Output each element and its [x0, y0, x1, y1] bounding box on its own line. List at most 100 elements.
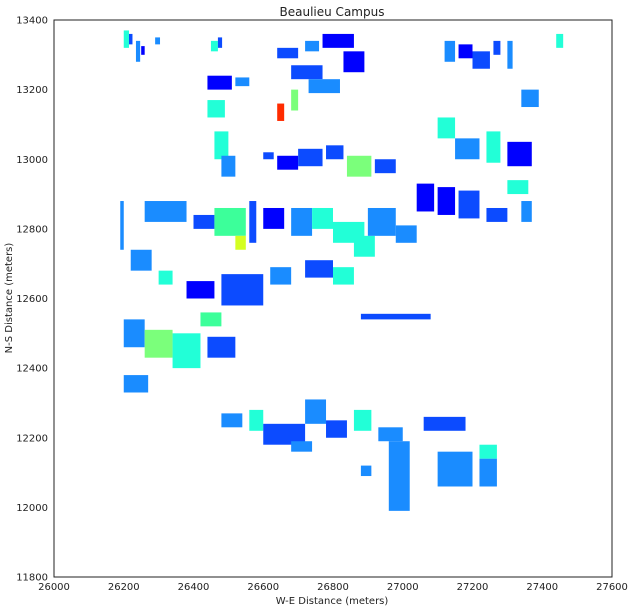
building-25 — [214, 131, 229, 160]
building-39 — [120, 201, 124, 250]
y-tick-label: 12800 — [16, 224, 48, 235]
x-tick-label: 27400 — [526, 582, 558, 593]
x-tick-label: 26200 — [108, 582, 140, 593]
building-11 — [343, 51, 365, 73]
building-67 — [172, 333, 201, 369]
building-74 — [305, 399, 327, 424]
building-60 — [221, 274, 264, 306]
building-23 — [235, 77, 250, 87]
y-tick-label: 13200 — [16, 85, 48, 96]
building-63 — [333, 267, 354, 285]
building-2 — [128, 33, 133, 45]
building-82 — [479, 458, 497, 487]
building-5 — [155, 37, 161, 45]
building-65 — [123, 319, 145, 348]
building-59 — [186, 281, 215, 299]
building-28 — [277, 155, 299, 170]
building-46 — [291, 207, 313, 236]
building-34 — [455, 138, 480, 160]
y-tick-label: 13000 — [16, 155, 48, 166]
y-axis-label: N-S Distance (meters) — [4, 243, 15, 354]
building-54 — [458, 190, 480, 219]
building-55 — [486, 207, 508, 222]
building-84 — [423, 416, 466, 431]
building-24 — [207, 100, 225, 118]
building-44 — [249, 201, 257, 243]
building-32 — [374, 159, 396, 174]
building-3 — [135, 40, 141, 62]
building-58 — [158, 270, 173, 285]
building-21 — [556, 33, 564, 48]
y-tick-label: 12400 — [16, 364, 48, 375]
building-33 — [437, 117, 456, 139]
x-tick-label: 26400 — [178, 582, 210, 593]
building-35 — [486, 131, 501, 163]
building-36 — [507, 141, 532, 167]
building-8 — [277, 47, 299, 59]
y-tick-labels: 11800 12000 12200 12400 12600 12800 13000 13200… — [16, 16, 48, 584]
building-69 — [207, 336, 236, 358]
building-47 — [312, 207, 333, 229]
building-30 — [326, 145, 344, 160]
building-62 — [305, 260, 333, 278]
x-tick-label: 27000 — [387, 582, 419, 593]
building-40 — [144, 201, 187, 222]
plot-area — [53, 19, 613, 578]
x-tick-label: 26800 — [317, 582, 349, 593]
building-41 — [193, 214, 215, 229]
building-77 — [353, 409, 372, 431]
building-22 — [207, 75, 232, 90]
x-tick-label: 26000 — [38, 582, 70, 593]
x-tick-label: 26600 — [247, 582, 279, 593]
building-12 — [291, 65, 323, 80]
building-76 — [326, 420, 347, 438]
building-78 — [378, 427, 403, 442]
building-70 — [123, 375, 149, 393]
building-29 — [298, 148, 323, 167]
y-tick-label: 12200 — [16, 433, 48, 444]
x-tick-labels: 26000 26200 26400 26600 26800 27000 27200 27400… — [38, 582, 628, 593]
x-tick-label: 27600 — [596, 582, 628, 593]
building-73 — [263, 423, 306, 445]
building-26 — [221, 155, 236, 177]
building-13 — [291, 89, 299, 111]
building-17 — [458, 44, 473, 59]
building-18 — [472, 51, 490, 69]
building-72 — [249, 409, 264, 431]
building-6 — [210, 40, 218, 52]
building-45 — [263, 207, 285, 229]
building-42 — [214, 207, 246, 236]
building-53 — [437, 187, 456, 215]
building-57 — [130, 249, 152, 271]
building-9 — [305, 40, 320, 52]
building-14 — [308, 79, 340, 94]
building-15 — [277, 103, 285, 121]
building-83 — [479, 444, 497, 459]
building-38 — [521, 89, 539, 108]
building-7 — [217, 37, 223, 48]
building-49 — [353, 235, 375, 257]
building-56 — [521, 201, 532, 222]
building-20 — [507, 40, 513, 69]
x-tick-label: 27200 — [457, 582, 489, 593]
building-79 — [360, 465, 372, 477]
building-19 — [493, 40, 501, 55]
y-tick-label: 12600 — [16, 294, 48, 305]
building-52 — [416, 183, 435, 212]
building-27 — [263, 152, 274, 160]
building-37 — [507, 180, 529, 195]
building-4 — [141, 46, 145, 55]
building-16 — [444, 40, 456, 62]
x-axis-label: W-E Distance (meters) — [276, 596, 389, 607]
building-64 — [360, 313, 431, 320]
building-71 — [221, 413, 243, 428]
building-68 — [200, 312, 222, 327]
y-tick-label: 12000 — [16, 503, 48, 514]
building-43 — [235, 235, 246, 250]
building-50 — [367, 207, 396, 236]
y-tick-label: 11800 — [16, 573, 48, 584]
y-tick-label: 13400 — [16, 16, 48, 27]
building-80 — [388, 441, 410, 511]
building-61 — [270, 267, 292, 285]
